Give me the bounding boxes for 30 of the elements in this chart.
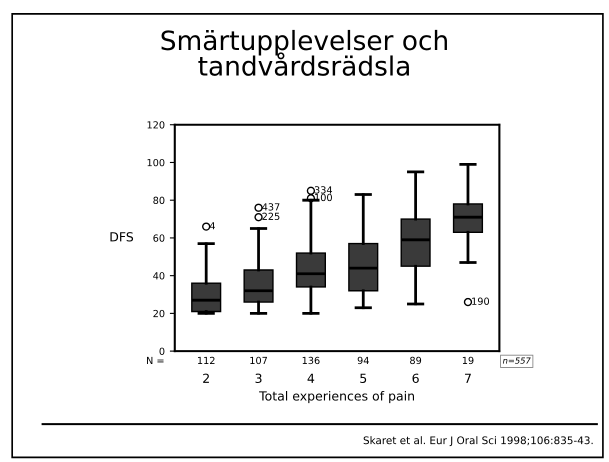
text: 94: [358, 356, 369, 364]
text: 19: [462, 356, 474, 364]
x-tick-label: 7: [465, 374, 471, 383]
text: n=557: [502, 358, 531, 364]
x-tick-label: 4: [308, 374, 314, 383]
annotation: 334: [314, 186, 332, 194]
y-tick-label: 20: [153, 310, 164, 318]
y-tick-label: 100: [148, 158, 164, 166]
text: 112: [198, 356, 214, 364]
text: 107: [250, 356, 267, 364]
x-tick-label: 3: [256, 374, 262, 384]
x-tick-label: 5: [360, 374, 366, 384]
y-tick-label: 0: [160, 348, 164, 355]
annotation: 437: [262, 203, 280, 211]
y-tick-label: 40: [153, 272, 164, 280]
annotation: 225: [262, 212, 280, 220]
annotation: 190: [472, 298, 490, 305]
text: N =: [147, 356, 164, 364]
y-tick-label: 60: [153, 234, 164, 242]
y-axis-title: DFS: [110, 232, 134, 242]
y-tick-label: 80: [153, 196, 164, 204]
x-tick-label: 2: [203, 374, 209, 383]
x-axis-title: Total experiences of pain: [259, 390, 414, 404]
text: 136: [302, 356, 320, 364]
chart-title: Smärtupplevelser och tandvårdsrädsla: [162, 30, 447, 76]
text: 89: [410, 356, 422, 364]
text: Skaret et al. Eur J Oral Sci 1998;106:835-43.: [364, 436, 593, 446]
annotation: 4: [210, 222, 215, 230]
x-tick-label: 6: [412, 374, 419, 384]
y-tick-label: 120: [148, 121, 164, 129]
